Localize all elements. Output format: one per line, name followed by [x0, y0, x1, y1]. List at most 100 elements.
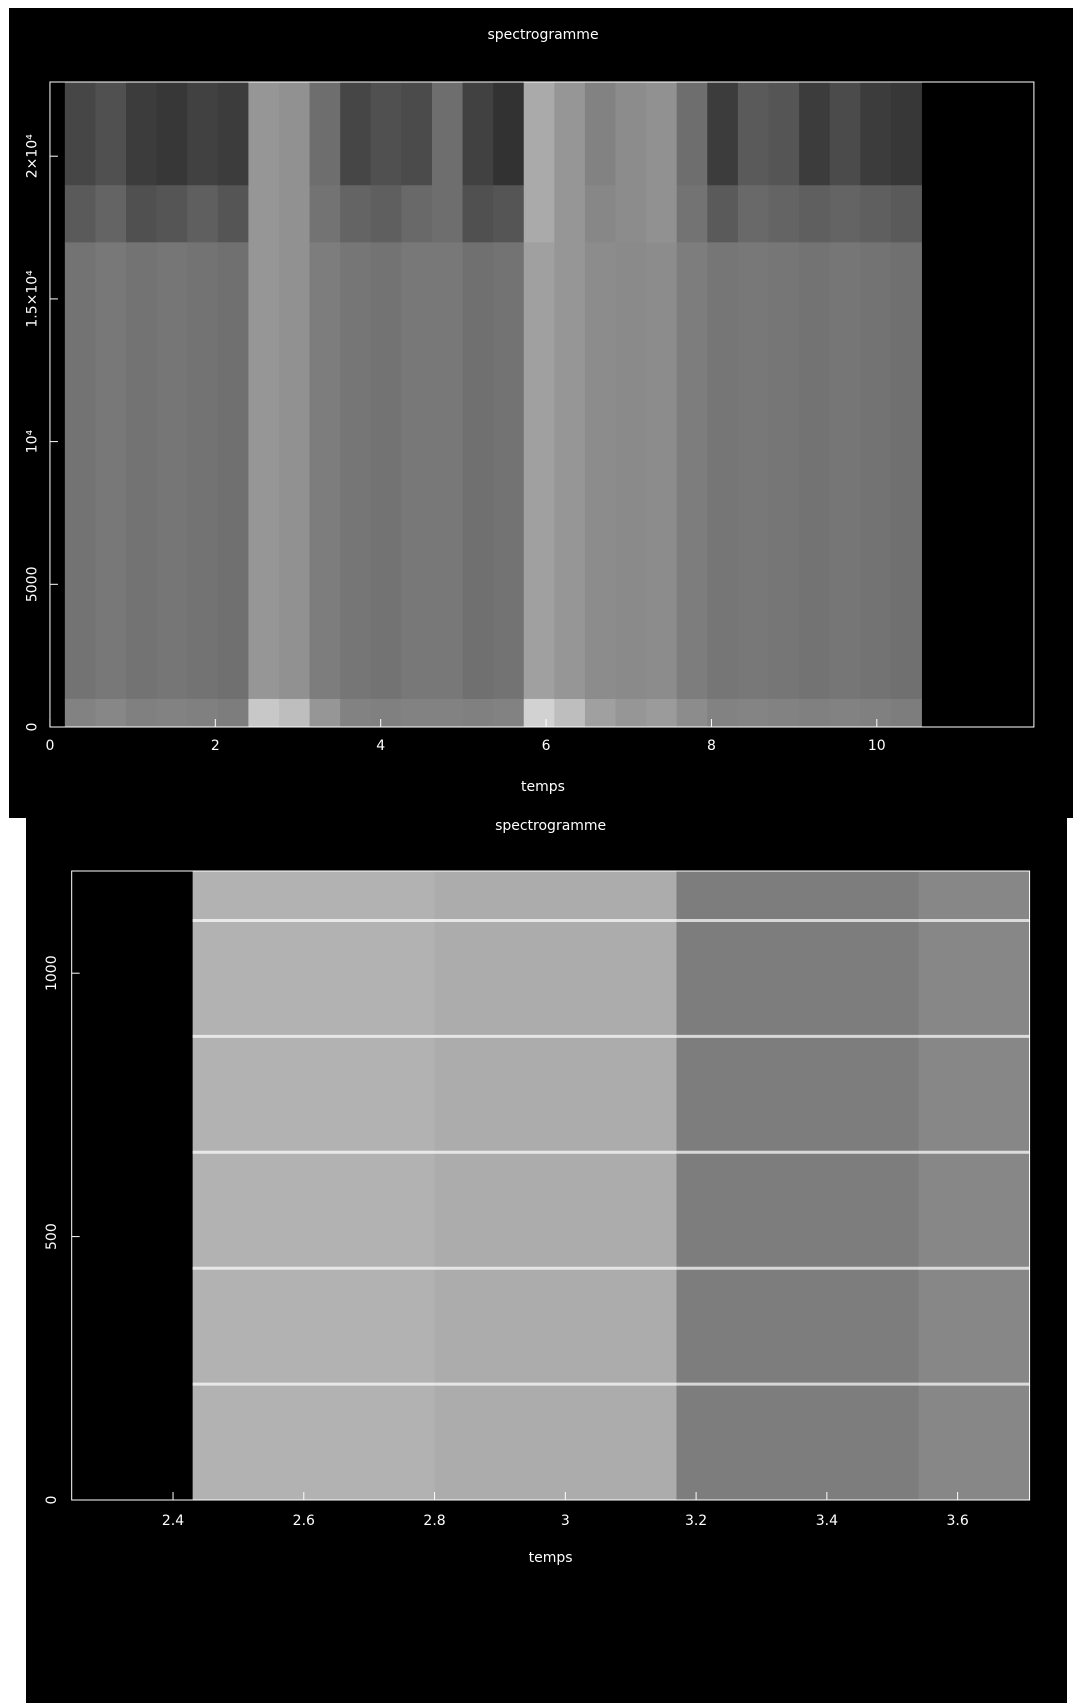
heatmap-cell — [890, 698, 922, 728]
y-tick-label: 500 — [44, 1223, 60, 1250]
x-tick-label: 8 — [707, 738, 716, 754]
heatmap-cell — [64, 184, 96, 243]
heatmap-cell — [462, 241, 494, 699]
heatmap-cell — [707, 241, 739, 699]
x-tick-label: 2.6 — [293, 1513, 315, 1529]
y-tick-label: 0 — [25, 723, 41, 732]
heatmap-cell — [829, 184, 861, 243]
heatmap-cell — [523, 698, 555, 728]
heatmap-cell — [340, 241, 372, 699]
heatmap-cell — [615, 82, 647, 186]
heatmap-cell — [493, 82, 525, 186]
plot-frame — [71, 870, 1031, 1501]
heatmap-cell — [918, 871, 1031, 1501]
heatmap-cell — [95, 241, 127, 699]
heatmap-cell — [890, 241, 922, 699]
heatmap-cell — [278, 241, 311, 699]
heatmap-cell — [615, 241, 647, 699]
heatmap-cell — [829, 82, 861, 186]
heatmap-cell — [217, 82, 249, 186]
heatmap-cell — [64, 82, 96, 186]
x-tick-label: 10 — [868, 738, 886, 754]
x-tick-label: 2.8 — [423, 1513, 445, 1529]
heatmap-cell — [340, 82, 372, 186]
heatmap-cell — [676, 82, 708, 186]
heatmap-cell — [192, 871, 436, 1501]
heatmap-cell — [187, 184, 219, 243]
heatmap-cell — [646, 184, 678, 243]
x-tick-label: 2 — [211, 738, 220, 754]
x-tick-label: 0 — [45, 738, 54, 754]
heatmap-cell — [278, 698, 311, 728]
heatmap-cell — [829, 698, 861, 728]
heatmap-cell — [95, 82, 127, 186]
heatmap-cell — [799, 184, 831, 243]
heatmap-cell — [431, 241, 464, 699]
heatmap-cell — [126, 241, 158, 699]
heatmap-cell — [370, 184, 402, 243]
heatmap-cell — [156, 698, 188, 728]
heatmap-cell — [860, 82, 892, 186]
heatmap-cell — [187, 241, 219, 699]
heatmap-cell — [554, 698, 586, 728]
heatmap-cell — [829, 241, 861, 699]
heatmap-cell — [278, 82, 311, 186]
x-tick-label: 2.4 — [162, 1513, 184, 1529]
heatmap-cell — [768, 184, 800, 243]
x-tick-label: 3.6 — [947, 1513, 969, 1529]
heatmap-cell — [248, 698, 280, 728]
heatmap-cell — [370, 82, 402, 186]
heatmap-cell — [523, 241, 555, 699]
heatmap-cell — [768, 82, 800, 186]
x-tick-label: 3.2 — [685, 1513, 707, 1529]
heatmap-cell — [217, 184, 249, 243]
heatmap-cell — [217, 241, 249, 699]
x-axis-label: temps — [529, 1550, 573, 1566]
heatmap-cell — [95, 698, 127, 728]
y-tick-label: 5000 — [25, 566, 41, 602]
heatmap-cell — [309, 184, 341, 243]
heatmap-cell — [584, 698, 617, 728]
heatmap-cell — [799, 241, 831, 699]
heatmap-cell — [615, 184, 647, 243]
heatmap-cell — [676, 698, 708, 728]
x-tick-label: 6 — [542, 738, 551, 754]
heatmap-cell — [156, 82, 188, 186]
heatmap-cell — [431, 82, 464, 186]
heatmap-cell — [584, 184, 617, 243]
heatmap-cell — [554, 82, 586, 186]
heatmap-cell — [309, 698, 341, 728]
heatmap-cell — [370, 241, 402, 699]
heatmap-cell — [401, 241, 433, 699]
y-tick-label: 2×10⁴ — [25, 134, 41, 178]
y-tick-label: 10⁴ — [25, 430, 41, 454]
heatmap-cell — [737, 184, 769, 243]
heatmap-cell — [860, 184, 892, 243]
heatmap-cell — [554, 184, 586, 243]
heatmap-cell — [156, 241, 188, 699]
heatmap-cell — [462, 698, 494, 728]
heatmap-cell — [126, 184, 158, 243]
heatmap-cell — [860, 698, 892, 728]
x-tick-label: 4 — [376, 738, 385, 754]
heatmap-cell — [401, 82, 433, 186]
heatmap-cell — [401, 184, 433, 243]
heatmap-cell — [676, 871, 919, 1501]
heatmap-cell — [707, 82, 739, 186]
heatmap-cell — [493, 698, 525, 728]
x-tick-label: 3.4 — [816, 1513, 838, 1529]
heatmap-cell — [462, 184, 494, 243]
heatmap-cell — [523, 82, 555, 186]
heatmap-cell — [370, 698, 402, 728]
heatmap-cell — [707, 698, 739, 728]
heatmap-cell — [248, 184, 280, 243]
heatmap-cell — [401, 698, 433, 728]
heatmap-cell — [676, 184, 708, 243]
plot-frame — [49, 81, 1035, 728]
heatmap-cell — [554, 241, 586, 699]
heatmap-cell — [248, 82, 280, 186]
heatmap-cell — [217, 698, 249, 728]
heatmap-cell — [646, 241, 678, 699]
y-tick-label: 0 — [44, 1496, 60, 1505]
